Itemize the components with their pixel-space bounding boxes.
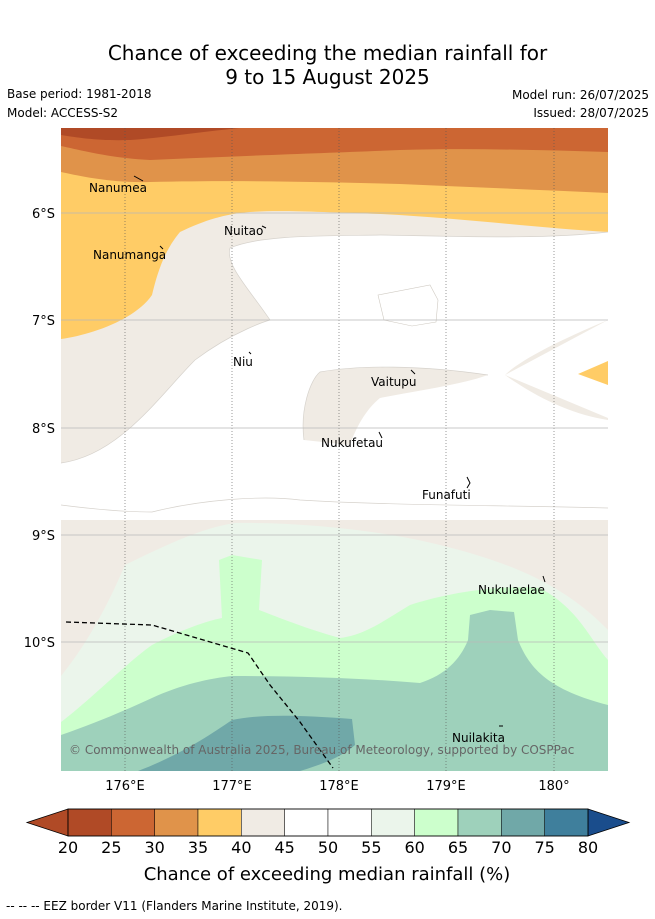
colorbar-segment (371, 808, 415, 837)
issued-date: Issued: 28/07/2025 (533, 106, 649, 120)
colorbar-tick: 30 (144, 838, 164, 857)
place-vaitupu: Vaitupu (371, 375, 417, 389)
colorbar-tick: 55 (361, 838, 381, 857)
lon-tick: 177°E (212, 779, 252, 794)
colorbar-tick: 20 (58, 838, 78, 857)
colorbar-segment (241, 808, 285, 837)
probability-contours: Nanumea Nuitao Nanumanga Niu Vaitupu Nuk… (61, 128, 608, 771)
colorbar-segment (501, 808, 545, 837)
lat-tick: 6°S (32, 207, 55, 222)
colorbar-segment (154, 808, 199, 837)
model-run: Model run: 26/07/2025 (511, 88, 649, 102)
colorbar-segment (284, 808, 329, 837)
lat-tick: 10°S (24, 636, 55, 651)
place-nanumea: Nanumea (89, 181, 147, 195)
map-title-line2: 9 to 15 August 2025 (225, 65, 430, 89)
colorbar-tick: 50 (318, 838, 338, 857)
place-nuilakita: Nuilakita (452, 731, 505, 745)
place-nanumanga: Nanumanga (93, 248, 166, 262)
colorbar-segment (414, 808, 459, 837)
colorbar-segment (197, 808, 242, 837)
map-title-line1: Chance of exceeding the median rainfall … (107, 41, 548, 65)
colorbar-tick: 80 (578, 838, 598, 857)
colorbar-tick: 70 (491, 838, 511, 857)
lon-tick: 178°E (319, 779, 359, 794)
place-nuitao: Nuitao (224, 224, 263, 238)
colorbar-segment (457, 808, 502, 837)
colorbar-extend-high (587, 808, 631, 837)
place-nukulaelae: Nukulaelae (478, 583, 545, 597)
colorbar: 20 25 30 35 40 45 50 55 60 65 70 75 80 Chance of exc… (25, 808, 631, 885)
copyright-notice: © Commonwealth of Australia 2025, Bureau… (69, 743, 574, 757)
lon-tick: 179°E (426, 779, 466, 794)
lon-tick: 180° (538, 779, 569, 794)
colorbar-extend-low (25, 808, 69, 837)
colorbar-tick: 45 (274, 838, 294, 857)
colorbar-tick: 75 (534, 838, 554, 857)
colorbar-tick: 65 (448, 838, 468, 857)
colorbar-tick: 40 (231, 838, 251, 857)
colorbar-tick: 60 (404, 838, 424, 857)
place-funafuti: Funafuti (422, 488, 471, 502)
colorbar-tick: 25 (101, 838, 121, 857)
lat-tick: 8°S (32, 422, 55, 437)
place-niu: Niu (233, 355, 253, 369)
place-nukufetau: Nukufetau (321, 436, 383, 450)
lon-tick: 176°E (105, 779, 145, 794)
lat-tick: 9°S (32, 529, 55, 544)
colorbar-segment (327, 808, 372, 837)
colorbar-segment (544, 808, 589, 837)
colorbar-segment (111, 808, 155, 837)
colorbar-segment (67, 808, 112, 837)
model-name: Model: ACCESS-S2 (7, 106, 119, 120)
base-period: Base period: 1981-2018 (7, 87, 152, 101)
colorbar-label: Chance of exceeding median rainfall (%) (144, 864, 511, 885)
lat-tick: 7°S (32, 314, 55, 329)
colorbar-tick: 35 (188, 838, 208, 857)
eez-border (65, 621, 334, 769)
eez-footnote: -- -- -- EEZ border V11 (Flanders Marine… (6, 899, 343, 913)
